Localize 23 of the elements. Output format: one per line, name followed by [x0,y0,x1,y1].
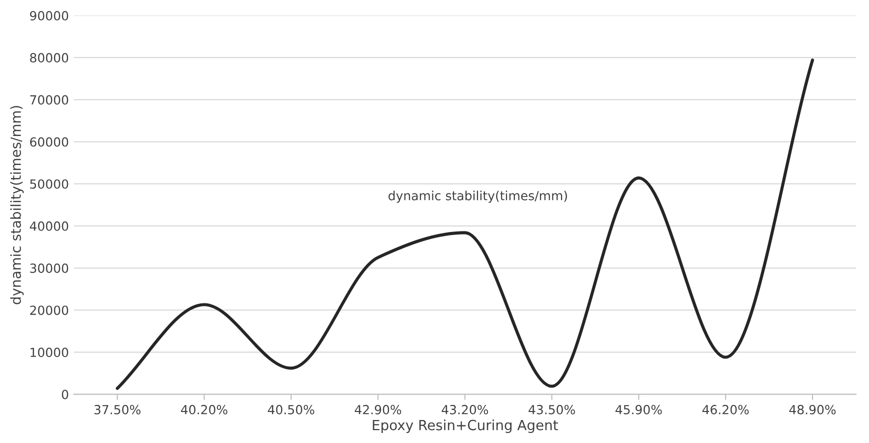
x-tick-label: 42.90% [354,404,402,414]
x-axis-title: Epoxy Resin+Curing Agent [372,420,558,434]
x-tick-label: 40.50% [268,404,314,414]
y-tick-label: 70000 [30,95,68,105]
x-tick-label: 40.20% [180,404,228,414]
y-tick-label: 10000 [30,348,68,358]
y-axis-title: dynamic stability(times/mm) [10,106,24,304]
y-tick-label: 50000 [30,179,68,189]
y-tick-label: 20000 [30,306,68,316]
text: dynamic stability(times/mm) [388,190,567,203]
y-tick-label: 80000 [30,53,68,63]
y-tick-label: 60000 [30,137,68,147]
x-tick-label: 43.20% [442,404,488,414]
x-tick-label: 48.90% [789,404,836,414]
x-tick-label: 45.90% [615,404,662,414]
x-tick-label: 37.50% [94,404,140,414]
y-tick-label: 40000 [30,221,68,231]
line-series [116,58,814,390]
y-tick-label: 90000 [30,10,68,20]
x-tick-label: 43.50% [528,404,575,414]
x-tick-label: 46.20% [702,404,749,414]
y-tick-label: 0 [62,390,68,400]
y-tick-label: 30000 [30,263,68,273]
